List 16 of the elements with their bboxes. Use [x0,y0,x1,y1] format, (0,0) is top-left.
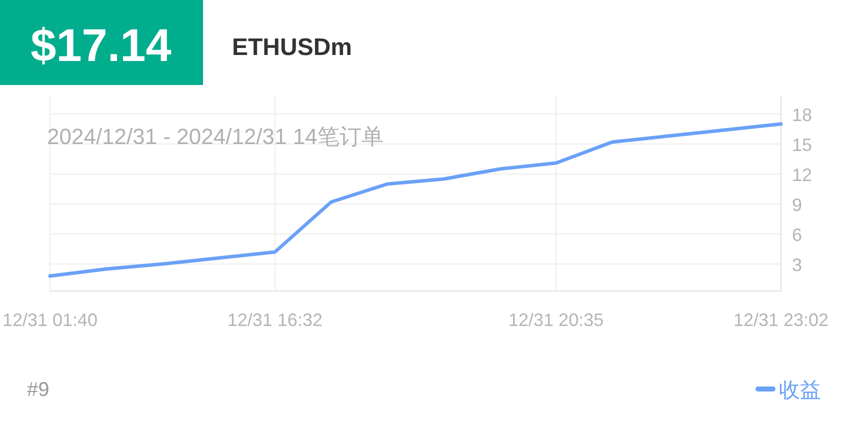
x-tick-label: 12/31 20:35 [508,310,604,330]
y-tick-label: 3 [792,255,802,275]
y-tick-label: 15 [792,135,812,155]
x-tick-label: 12/31 23:02 [733,310,829,330]
text: #9 [27,379,50,401]
line-series [48,122,783,278]
y-tick-label: 12 [792,165,812,185]
legend-label: 收益 [779,379,821,402]
chart-title: $17.14 [30,19,172,71]
x-tick-label: 12/31 01:40 [2,310,98,330]
chart-subtitle: ETHUSDm [232,34,352,61]
annotation: 2024/12/31 - 2024/12/31 14笔订单 [47,124,384,149]
x-tick-label: 12/31 16:32 [227,310,322,330]
y-tick-label: 6 [792,225,802,245]
y-tick-label: 18 [792,105,812,125]
y-tick-label: 9 [792,195,802,215]
